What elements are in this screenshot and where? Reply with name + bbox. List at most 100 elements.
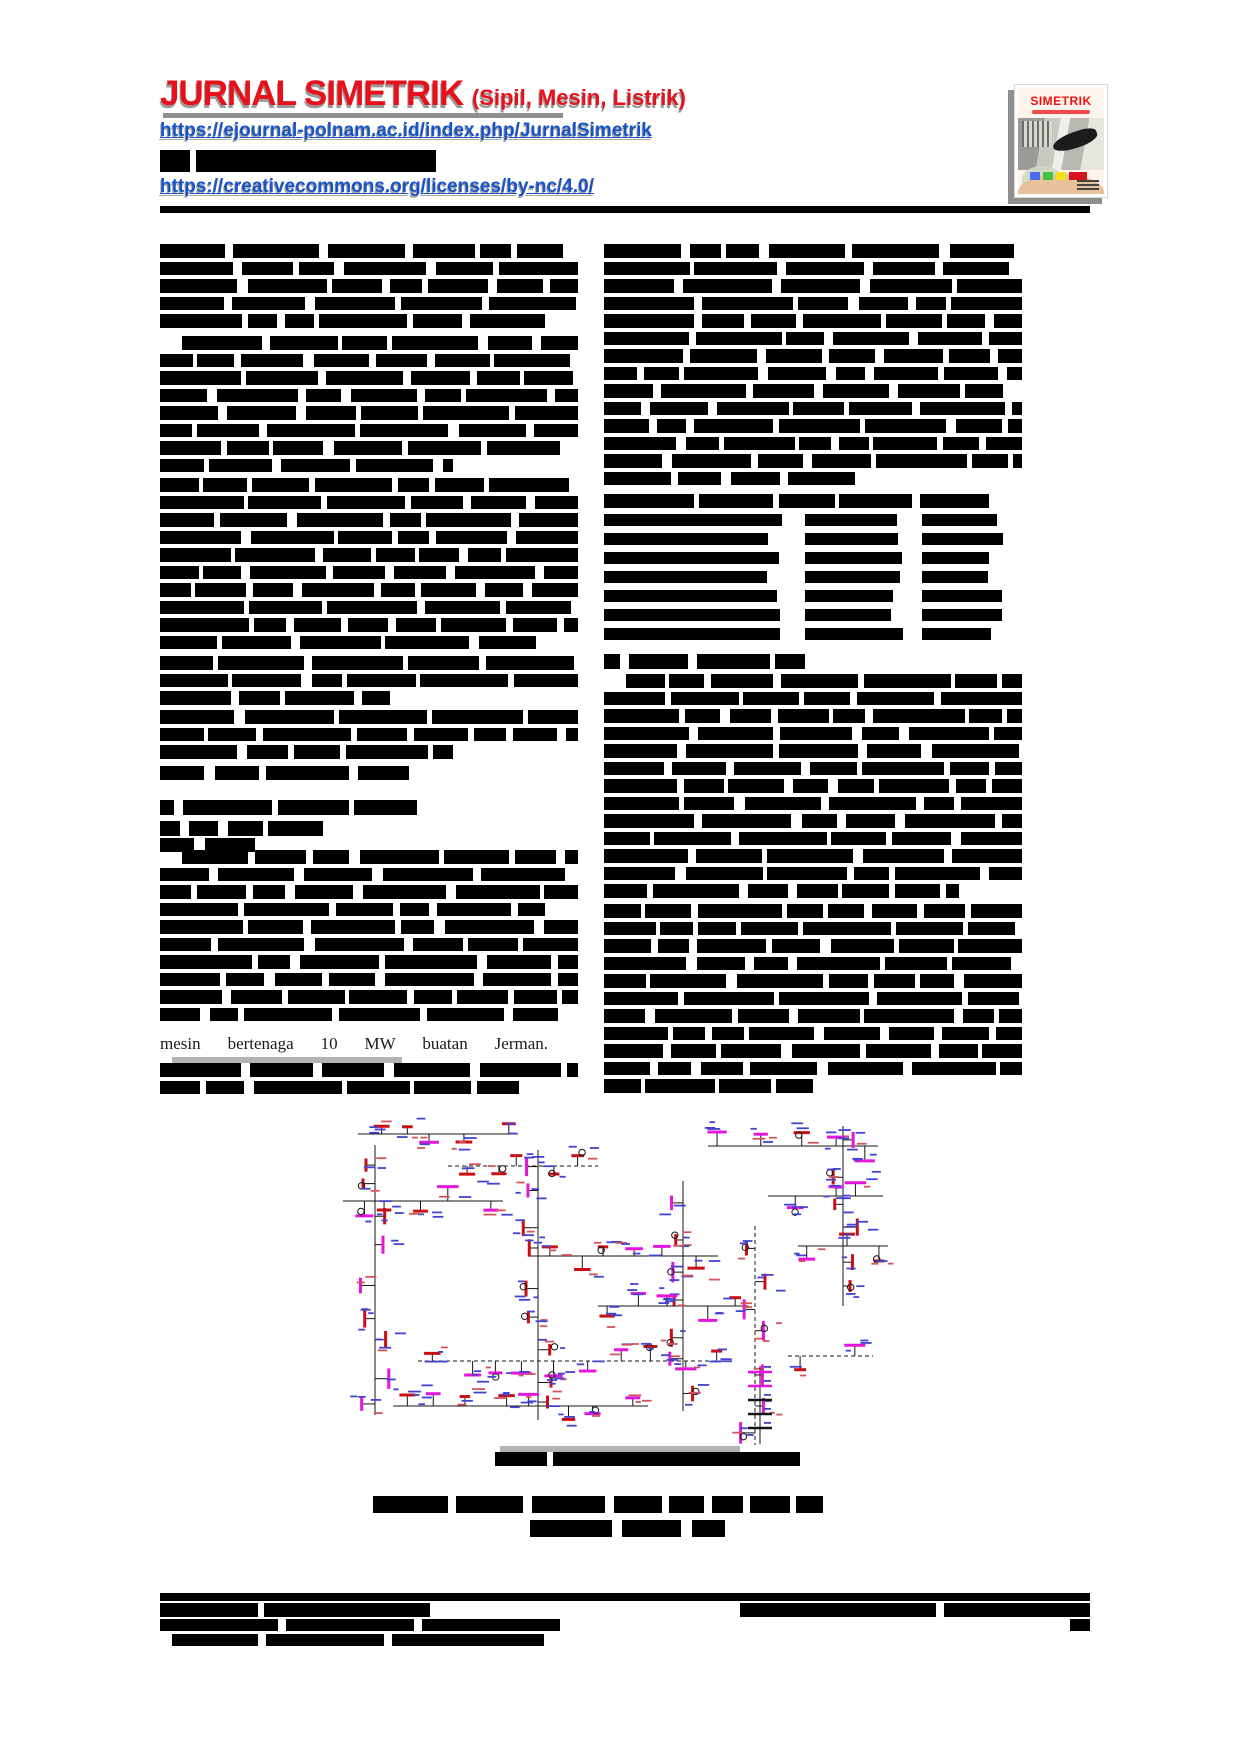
diagram-primitive (760, 1324, 769, 1333)
redacted-line (160, 1063, 241, 1077)
redacted-line (160, 600, 245, 614)
redacted-line (749, 1026, 815, 1040)
redacted-line (342, 336, 388, 350)
redacted-line (427, 1007, 504, 1021)
redacted-line (557, 972, 578, 986)
redacted-line (684, 366, 758, 380)
redacted-line (689, 349, 758, 363)
license-url-link[interactable]: https://creativecommons.org/licenses/by-… (160, 176, 594, 197)
redacted-line (876, 454, 968, 468)
redacted-line (482, 972, 551, 986)
diagram-primitive (472, 1388, 485, 1391)
diagram-primitive (740, 1302, 752, 1305)
redacted-line (389, 513, 422, 527)
redacted-line (846, 814, 895, 828)
redacted-line (644, 366, 679, 380)
diagram-primitive (561, 1254, 572, 1256)
diagram-primitive (871, 1170, 881, 1173)
redacted-table-cell (604, 590, 778, 602)
redacted-line (232, 296, 305, 310)
redacted-line (672, 1026, 706, 1040)
diagram-primitive (627, 1289, 638, 1291)
redacted-line (867, 744, 922, 758)
diagram-primitive (708, 1278, 720, 1281)
redacted-line (325, 371, 403, 385)
redacted-line (310, 920, 395, 934)
diagram-primitive (549, 1249, 557, 1252)
redacted-line (653, 884, 740, 898)
redacted-line (671, 691, 739, 705)
redacted-table-cell (921, 514, 998, 526)
footer-redacted-line (944, 1603, 1090, 1617)
diagram-primitive (519, 1370, 530, 1373)
redacted-line (604, 1044, 664, 1058)
redacted-table-cell (921, 590, 1003, 602)
redacted-line (758, 454, 803, 468)
redacted-line (424, 388, 461, 402)
journal-url-link[interactable]: https://ejournal-polnam.ac.id/index.php/… (160, 120, 652, 141)
redacted-line (828, 904, 864, 918)
redacted-line (160, 388, 207, 402)
redacted-table-cell (804, 609, 892, 621)
redacted-line (698, 726, 774, 740)
redacted-line (444, 920, 535, 934)
redacted-line (385, 635, 469, 649)
diagram-primitive (576, 1363, 585, 1366)
redacted-line (799, 436, 832, 450)
redacted-line (254, 850, 306, 864)
redacted-line (522, 937, 578, 951)
diagram-primitive (533, 1241, 543, 1244)
redacted-line (518, 513, 578, 527)
redacted-line (797, 296, 849, 310)
redacted-line (963, 1009, 994, 1023)
redacted-line (277, 800, 349, 815)
redacted-line (839, 436, 870, 450)
redacted-line (864, 674, 951, 688)
redacted-line (285, 691, 354, 705)
diagram-primitive (826, 1178, 836, 1181)
redacted-table-cell (604, 533, 768, 545)
redacted-line (861, 726, 900, 740)
redacted-line (682, 279, 772, 293)
redacted-line (604, 366, 638, 380)
diagram-primitive (435, 1360, 448, 1363)
redacted-line (458, 423, 526, 437)
redacted-line (478, 635, 537, 649)
redacted-line (923, 904, 966, 918)
redacted-line (786, 261, 864, 275)
diagram-primitive (856, 1142, 867, 1145)
redacted-line (723, 436, 796, 450)
redacted-line (604, 1061, 651, 1075)
redacted-line (604, 419, 649, 433)
redacted-line (203, 565, 241, 579)
diagram-primitive (538, 1338, 548, 1341)
logo-palette-swatch (1043, 172, 1053, 180)
redacted-line (294, 885, 354, 899)
redacted-line (858, 296, 908, 310)
redacted-line (339, 710, 427, 724)
diagram-primitive (762, 1340, 770, 1342)
redacted-line (353, 800, 418, 815)
diagram-primitive (379, 1346, 392, 1349)
journal-title-text: JURNAL SIMETRIK (160, 74, 464, 113)
diagram-primitive (846, 1223, 859, 1226)
redacted-line (888, 1026, 934, 1040)
redacted-line (939, 1044, 978, 1058)
journal-cover-logo: SIMETRIK (1014, 84, 1108, 198)
redacted-line (854, 866, 889, 880)
redacted-line (951, 296, 1022, 310)
redacted-line (454, 565, 536, 579)
diagram-primitive (742, 1240, 753, 1242)
redacted-table-cell (604, 609, 781, 621)
redacted-line (863, 849, 945, 863)
redacted-line (873, 436, 938, 450)
diagram-primitive (461, 1399, 473, 1402)
redacted-line (189, 821, 219, 836)
diagram-primitive (866, 1178, 878, 1181)
issn-redacted-line (196, 150, 436, 172)
diagram-primitive (515, 1219, 525, 1222)
redacted-line (653, 831, 731, 845)
redacted-line (793, 779, 828, 793)
redacted-line (314, 937, 405, 951)
redacted-line (541, 336, 578, 350)
